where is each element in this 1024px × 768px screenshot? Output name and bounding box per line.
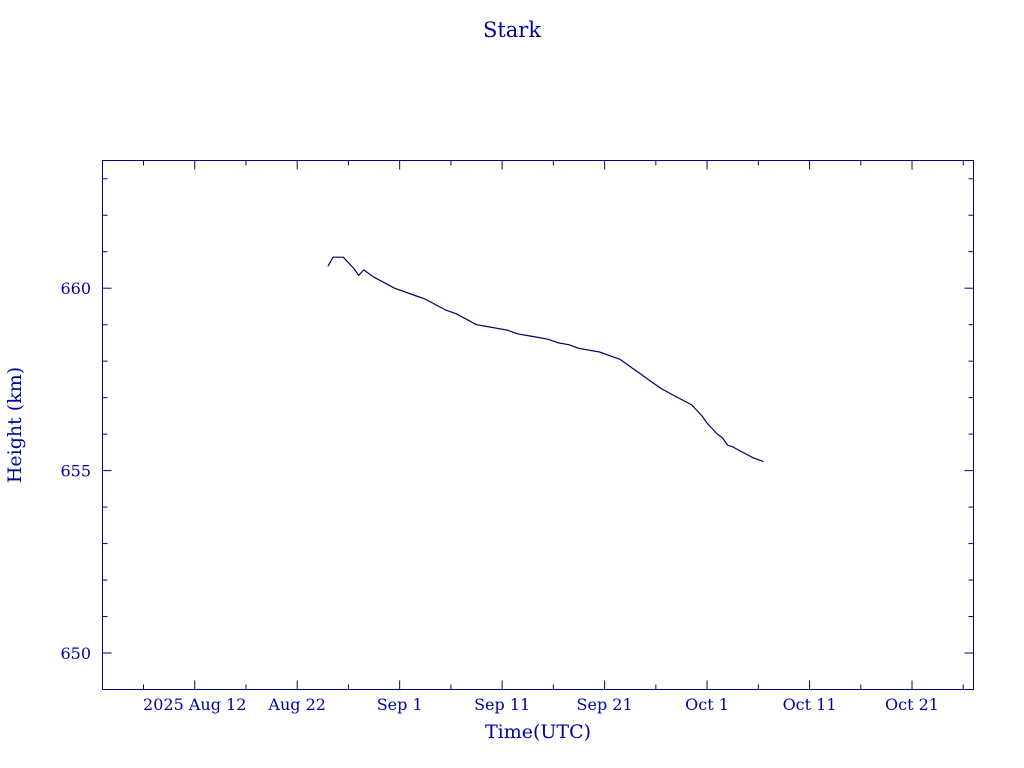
y-axis-title: Height (km) <box>4 367 26 483</box>
x-tick-label: Aug 22 <box>267 695 326 714</box>
x-tick-label: Sep 21 <box>577 695 633 714</box>
x-tick-labels: 2025 Aug 12 Aug 22 Sep 1 Sep 11 Sep 21 Oct 1 O… <box>143 695 939 714</box>
x-tick-label: 2025 Aug 12 <box>143 695 246 714</box>
x-axis-title: Time(UTC) <box>485 721 591 743</box>
y-tick-label: 655 <box>60 462 91 481</box>
y-tick-labels: 650 655 660 <box>60 279 91 663</box>
chart-title: Stark <box>483 18 541 42</box>
y-tick-label: 660 <box>60 279 91 298</box>
x-tick-label: Oct 11 <box>783 695 837 714</box>
axis-ticks <box>102 160 974 690</box>
series-layer <box>327 256 764 463</box>
y-tick-label: 650 <box>60 644 91 663</box>
plot-frame <box>102 160 974 690</box>
x-tick-label: Oct 21 <box>885 695 939 714</box>
x-tick-label: Sep 11 <box>474 695 530 714</box>
height-series-line <box>327 256 764 463</box>
x-tick-label: Oct 1 <box>685 695 729 714</box>
x-tick-label: Sep 1 <box>377 695 423 714</box>
